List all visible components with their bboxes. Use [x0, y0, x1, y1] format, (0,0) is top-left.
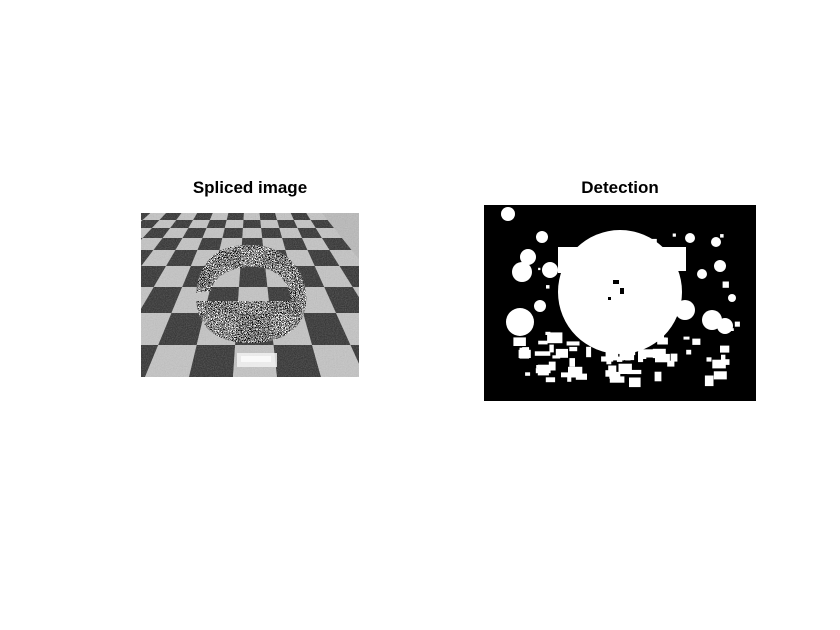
spliced-image-title: Spliced image: [192, 178, 308, 197]
floor-checkerboard: [141, 213, 359, 377]
detection-map: [480, 202, 760, 405]
spliced-image: [141, 213, 359, 377]
floor-reflection: [237, 353, 277, 367]
detection-title: Detection: [581, 178, 659, 197]
detection-center-mark: [608, 280, 624, 300]
